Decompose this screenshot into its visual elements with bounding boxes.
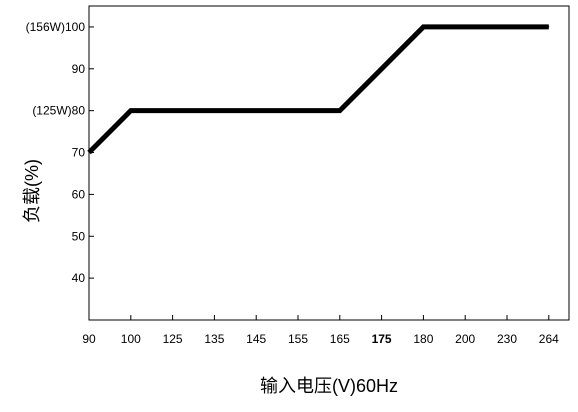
x-tick-label: 180	[413, 332, 433, 346]
y-axis-title: 负载(%)	[22, 159, 42, 223]
y-axis: 40 50 60 70 (125W)80 90 (156W)100	[26, 20, 94, 285]
series-layer	[87, 24, 550, 155]
y-tick-label: 60	[72, 187, 86, 201]
data-point	[548, 26, 550, 28]
x-tick-label: 135	[204, 332, 224, 346]
x-tick-label: 200	[455, 332, 475, 346]
x-tick-label: 125	[163, 332, 183, 346]
y-tick-label: (125W)80	[32, 104, 85, 118]
x-tick-label: 100	[121, 332, 141, 346]
plot-area	[88, 5, 570, 321]
x-tick-label: 165	[330, 332, 350, 346]
x-tick-label: 90	[82, 332, 96, 346]
x-tick-label: 175	[372, 332, 392, 346]
y-tick-label: 90	[72, 62, 86, 76]
data-point	[130, 110, 132, 112]
x-tick-label: 264	[539, 332, 559, 346]
data-point	[339, 110, 341, 112]
y-tick-label: 50	[72, 229, 86, 243]
data-point	[422, 26, 424, 28]
x-tick-label: 230	[497, 332, 517, 346]
series-line	[87, 24, 549, 155]
x-tick-label: 145	[246, 332, 266, 346]
y-tick-label: (156W)100	[26, 20, 86, 34]
x-tick-label: 155	[288, 332, 308, 346]
x-axis-title: 输入电压(V)60Hz	[260, 376, 398, 396]
data-point	[88, 152, 90, 154]
x-axis: 90 100 125 135 145 155 165 175 180 200 230 264	[82, 315, 559, 346]
y-tick-label: 70	[72, 146, 86, 160]
y-tick-label: 40	[72, 271, 86, 285]
